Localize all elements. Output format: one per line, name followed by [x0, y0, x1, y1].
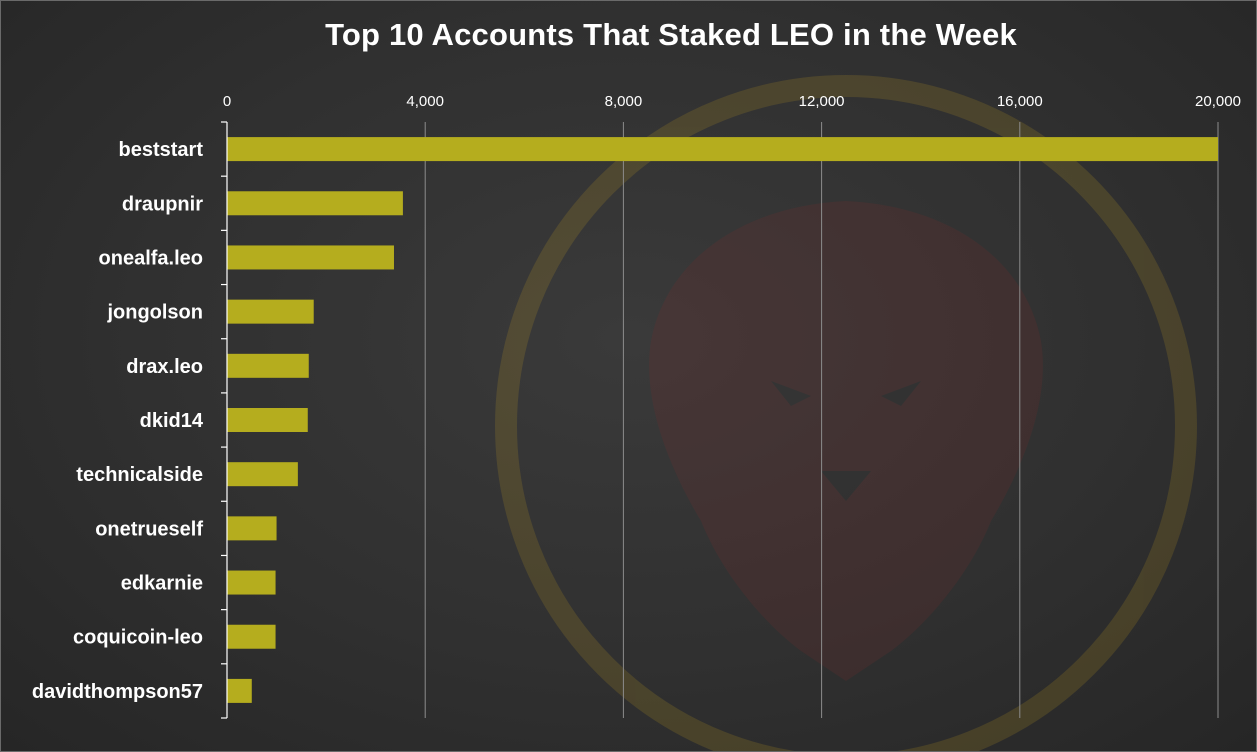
- bar-dkid14: [227, 408, 308, 432]
- tick-label-3: 12,000: [799, 93, 845, 110]
- category-labels: beststart draupnir onealfa.leo jongolson dra…: [32, 139, 204, 703]
- lion-crest-watermark-icon: [495, 75, 1197, 751]
- x-axis-ticks: 0 4,000 8,000 12,000 16,000 20,000: [223, 93, 1241, 110]
- category-label-onealfa.leo: onealfa.leo: [99, 247, 203, 269]
- category-label-technicalside: technicalside: [76, 464, 203, 486]
- bar-coquicoin-leo: [227, 624, 276, 649]
- category-label-onetrueself: onetrueself: [95, 518, 203, 540]
- gridlines: [424, 122, 1219, 718]
- bar-drax.leo: [227, 353, 309, 378]
- tick-label-2: 8,000: [605, 93, 643, 110]
- category-label-draupnir: draupnir: [122, 193, 203, 215]
- category-label-drax.leo: drax.leo: [126, 356, 203, 378]
- category-label-edkarnie: edkarnie: [121, 573, 203, 595]
- category-label-coquicoin-leo: coquicoin-leo: [73, 627, 203, 649]
- category-label-davidthompson57: davidthompson57: [32, 681, 203, 703]
- bar-davidthompson57: [227, 678, 252, 703]
- bar-draupnir: [227, 191, 403, 216]
- tick-label-0: 0: [223, 93, 231, 110]
- bar-technicalside: [227, 462, 298, 487]
- category-label-beststart: beststart: [119, 139, 204, 161]
- y-axis: [221, 121, 228, 719]
- bar-edkarnie: [227, 570, 276, 595]
- category-label-jongolson: jongolson: [106, 302, 203, 324]
- bar-onealfa.leo: [227, 245, 394, 270]
- bar-beststart: [227, 137, 1218, 162]
- tick-label-1: 4,000: [406, 93, 444, 110]
- bars: [227, 137, 1218, 703]
- tick-label-5: 20,000: [1195, 93, 1241, 110]
- category-label-dkid14: dkid14: [140, 410, 204, 432]
- bar-jongolson: [227, 299, 314, 324]
- bar-onetrueself: [227, 516, 277, 541]
- chart-title: Top 10 Accounts That Staked LEO in the W…: [325, 17, 1017, 52]
- tick-label-4: 16,000: [997, 93, 1043, 110]
